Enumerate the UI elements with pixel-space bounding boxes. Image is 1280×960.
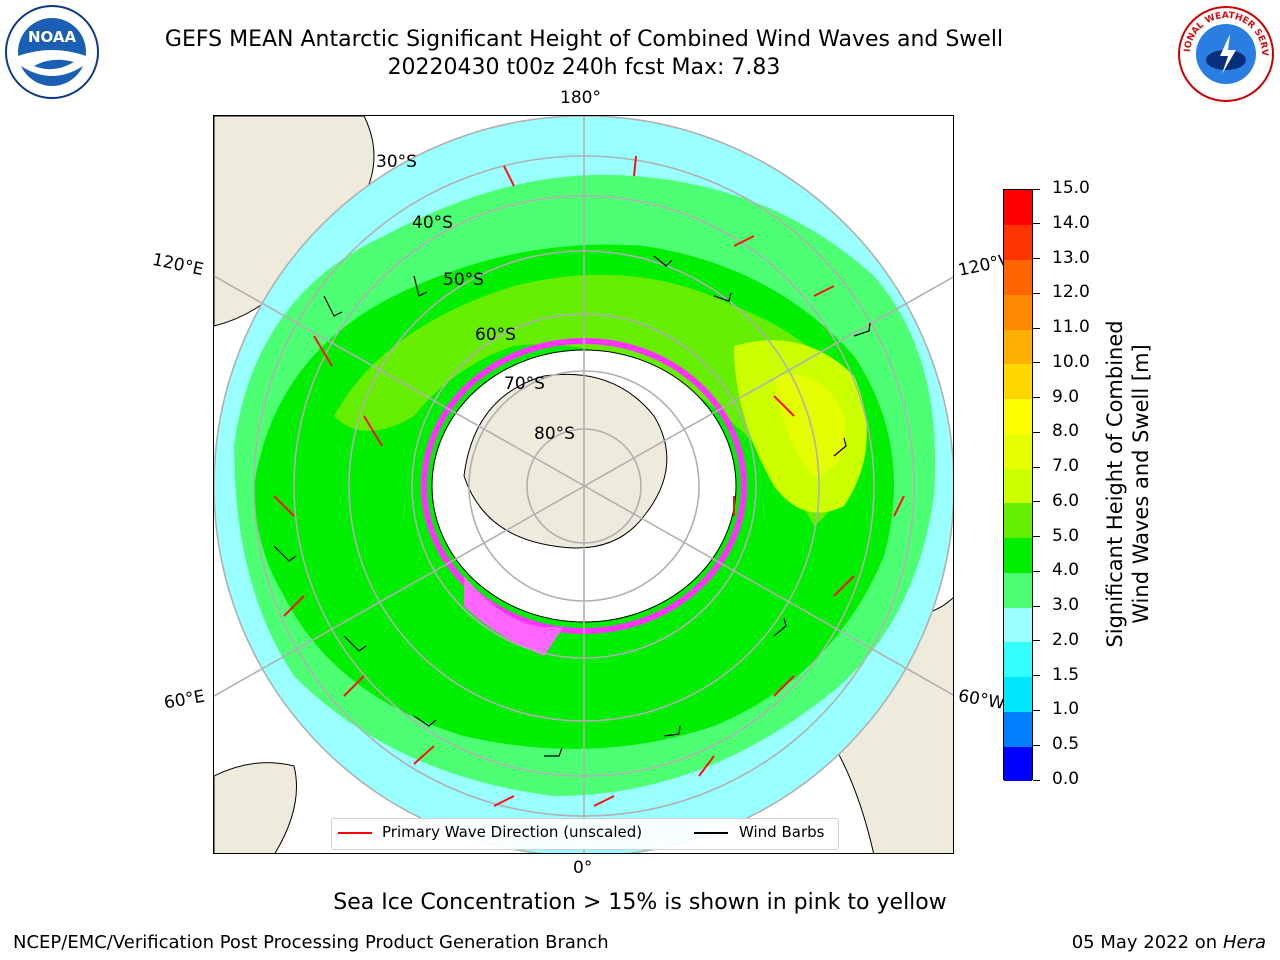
colorbar-segment	[1004, 433, 1032, 469]
colorbar-tick-label: 9.0	[1052, 386, 1080, 407]
colorbar-tick-label: 14.0	[1052, 212, 1090, 233]
colorbar-title-line-2: Wind Waves and Swell [m]	[1129, 344, 1153, 624]
sea-ice-note: Sea Ice Concentration > 15% is shown in …	[333, 890, 947, 915]
wave-direction-arrows	[273, 155, 905, 807]
colorbar-title: Significant Height of Combined Wind Wave…	[1102, 320, 1154, 647]
lat-label-60s: 60°S	[475, 325, 516, 345]
map-canvas	[214, 116, 953, 853]
colorbar-tick-label: 0.5	[1052, 734, 1080, 755]
colorbar-segment	[1004, 224, 1032, 260]
colorbar-tick-label: 10.0	[1052, 351, 1090, 372]
title-line-1: GEFS MEAN Antarctic Significant Height o…	[164, 27, 1004, 52]
colorbar-tick-label: 11.0	[1052, 317, 1090, 338]
colorbar	[1003, 189, 1033, 782]
colorbar-tick	[1033, 605, 1040, 607]
colorbar-tick-label: 2.0	[1052, 629, 1080, 650]
colorbar-tick-label: 1.0	[1052, 699, 1080, 720]
colorbar-tick	[1033, 362, 1040, 364]
colorbar-tick-label: 7.0	[1052, 456, 1080, 477]
colorbar-tick	[1033, 779, 1040, 781]
wave-field-5-6m	[334, 274, 859, 526]
wind-barbs	[273, 255, 871, 757]
lon-label-60w: 60°W	[956, 686, 1007, 714]
colorbar-segment	[1004, 607, 1032, 643]
colorbar-segment	[1004, 468, 1032, 504]
colorbar-tick-label: 6.0	[1052, 490, 1080, 511]
nws-logo: NATIONAL WEATHER SERVICE	[1176, 4, 1274, 102]
colorbar-segment	[1004, 259, 1032, 295]
footer-date-text: 05 May 2022 on	[1071, 932, 1218, 953]
polar-map	[213, 115, 954, 854]
colorbar-tick-label: 5.0	[1052, 525, 1080, 546]
lon-label-180: 180°	[560, 88, 601, 108]
legend-wind-barbs-swatch	[694, 832, 728, 834]
lon-label-60e: 60°E	[162, 686, 207, 714]
colorbar-tick	[1033, 570, 1040, 572]
colorbar-tick	[1033, 675, 1040, 677]
colorbar-segment	[1004, 572, 1032, 608]
colorbar-tick-label: 12.0	[1052, 282, 1090, 303]
lon-label-0: 0°	[573, 858, 593, 878]
colorbar-tick-label: 15.0	[1052, 178, 1090, 198]
graticule	[214, 116, 953, 853]
colorbar-tick-label: 13.0	[1052, 247, 1090, 268]
lon-label-120e: 120°E	[150, 249, 206, 281]
lat-label-30s: 30°S	[376, 152, 417, 172]
colorbar-tick	[1033, 466, 1040, 468]
lat-label-40s: 40°S	[412, 213, 453, 233]
map-title: GEFS MEAN Antarctic Significant Height o…	[0, 26, 1168, 82]
footer-date: 05 May 2022 on Hera	[1072, 932, 1266, 953]
colorbar-segment	[1004, 641, 1032, 678]
colorbar-title-line-1: Significant Height of Combined	[1103, 320, 1127, 648]
colorbar-tick	[1033, 327, 1040, 329]
lat-label-50s: 50°S	[443, 270, 484, 290]
colorbar-tick	[1033, 258, 1040, 260]
title-line-2: 20220430 t00z 240h fcst Max: 7.83	[387, 55, 781, 80]
colorbar-segment	[1004, 711, 1032, 747]
colorbar-segment	[1004, 398, 1032, 434]
lat-label-80s: 80°S	[534, 424, 575, 444]
colorbar-tick	[1033, 431, 1040, 433]
colorbar-tick-label: 3.0	[1052, 595, 1080, 616]
colorbar-segment	[1004, 294, 1032, 330]
colorbar-tick	[1033, 397, 1040, 399]
svg-text:NOAA: NOAA	[28, 28, 77, 46]
colorbar-segment	[1004, 676, 1032, 712]
legend-wind-barbs-label: Wind Barbs	[739, 823, 825, 841]
colorbar-tick	[1033, 640, 1040, 642]
sea-ice-weddell	[464, 576, 564, 656]
map-legend: Primary Wave Direction (unscaled) Wind B…	[331, 818, 839, 850]
colorbar-segment	[1004, 537, 1032, 573]
colorbar-tick	[1033, 501, 1040, 503]
colorbar-tick	[1033, 292, 1040, 294]
colorbar-segment	[1004, 329, 1032, 365]
noaa-logo: NOAA	[5, 5, 99, 99]
colorbar-segment	[1004, 502, 1032, 539]
colorbar-tick-label: 0.0	[1052, 769, 1080, 789]
footer-host: Hera	[1222, 932, 1266, 953]
colorbar-segment	[1004, 363, 1032, 400]
colorbar-tick	[1033, 536, 1040, 538]
footer-branch: NCEP/EMC/Verification Post Processing Pr…	[13, 932, 609, 953]
colorbar-tick	[1033, 188, 1040, 190]
legend-primary-wave-label: Primary Wave Direction (unscaled)	[382, 823, 643, 841]
colorbar-tick	[1033, 709, 1040, 711]
colorbar-segment	[1004, 746, 1032, 782]
colorbar-tick-label: 8.0	[1052, 421, 1080, 442]
wave-field-7-8m	[774, 374, 846, 476]
colorbar-tick-label: 4.0	[1052, 560, 1080, 581]
colorbar-tick	[1033, 223, 1040, 225]
colorbar-segment	[1004, 190, 1032, 226]
legend-primary-wave-swatch	[338, 832, 372, 834]
land-africa	[214, 762, 297, 853]
colorbar-tick	[1033, 744, 1040, 746]
lat-label-70s: 70°S	[504, 374, 545, 394]
colorbar-tick-label: 1.5	[1052, 664, 1080, 685]
